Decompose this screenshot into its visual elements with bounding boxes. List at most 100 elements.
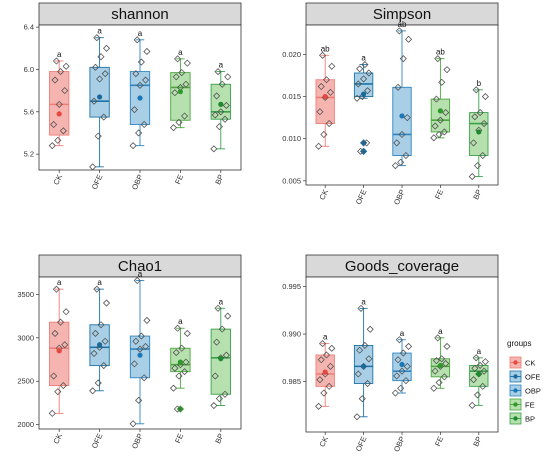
data-point <box>129 420 137 428</box>
data-point <box>90 97 98 105</box>
legend-key-dot <box>513 388 518 393</box>
data-point <box>172 73 180 81</box>
data-point <box>315 402 323 410</box>
x-tick-label: CK <box>317 435 330 448</box>
significance-label: a <box>477 347 482 356</box>
x-tick-label: OBP <box>392 188 407 206</box>
legend-label: OBP <box>525 387 541 396</box>
data-point <box>319 51 327 59</box>
data-point <box>101 70 109 78</box>
significance-label: a <box>219 297 224 306</box>
data-point <box>399 55 407 63</box>
data-point <box>480 119 488 128</box>
data-point <box>443 66 451 74</box>
box-obp: a <box>129 269 151 428</box>
data-point <box>358 395 366 403</box>
data-point <box>394 356 402 364</box>
legend-item-bp: BP <box>509 412 535 425</box>
significance-label: a <box>57 50 62 59</box>
data-point <box>430 134 438 142</box>
legend-label: OFE <box>525 373 540 382</box>
mean-point <box>137 352 143 358</box>
data-point <box>178 344 186 352</box>
data-point <box>468 173 476 181</box>
y-tick-label: 6.4 <box>24 23 34 32</box>
data-point <box>468 401 476 409</box>
box-bp: a <box>210 61 232 153</box>
data-point <box>432 357 441 365</box>
y-tick-label: 6.0 <box>24 65 34 74</box>
data-point <box>398 367 406 375</box>
data-point <box>472 354 480 362</box>
data-point <box>431 367 439 375</box>
data-point <box>130 106 139 114</box>
y-tick-label: 0.010 <box>282 134 301 143</box>
box-obp: a <box>391 329 413 397</box>
data-point <box>97 321 105 329</box>
data-point <box>222 351 230 359</box>
x-tick-label: FE <box>433 188 445 200</box>
data-point <box>91 329 100 338</box>
legend-key-dot <box>513 416 518 421</box>
data-point <box>211 111 219 119</box>
mean-point <box>322 93 328 100</box>
box-fe: a <box>169 48 191 132</box>
data-point <box>54 136 62 144</box>
data-point <box>182 358 190 366</box>
y-tick-label: 3500 <box>17 290 34 299</box>
data-point <box>391 389 399 397</box>
x-tick-label: BP <box>213 432 225 445</box>
data-point <box>136 345 144 353</box>
y-tick-label: 2000 <box>17 420 34 429</box>
data-point <box>57 68 65 76</box>
significance-label: a <box>138 269 143 278</box>
data-point <box>132 337 140 345</box>
data-point <box>325 119 333 128</box>
x-tick-label: OFE <box>354 188 369 206</box>
legend-key-dot <box>513 374 518 379</box>
significance-label: a <box>138 29 143 38</box>
data-point <box>354 80 362 88</box>
data-point <box>476 109 484 117</box>
panel-title: Chao1 <box>118 258 162 275</box>
legend-item-obp: OBP <box>509 384 541 397</box>
box-iqr <box>49 321 70 387</box>
significance-label: a <box>219 61 224 70</box>
significance-label: a <box>323 333 328 342</box>
data-point <box>93 285 101 293</box>
data-point <box>472 86 480 94</box>
x-tick-label: FE <box>173 173 185 185</box>
data-point <box>402 377 410 385</box>
data-point <box>443 342 451 350</box>
data-point <box>322 351 331 359</box>
data-point <box>365 355 373 363</box>
data-point <box>469 139 478 147</box>
x-tick-label: CK <box>317 188 330 201</box>
data-point <box>217 108 225 116</box>
data-point <box>89 387 97 395</box>
data-point <box>175 372 183 380</box>
significance-label: ab <box>398 20 407 29</box>
panel-simpson: Simpson 0.005 0.010 0.015 0.020 ab CK a OFE ab OBP… <box>282 2 499 206</box>
data-point <box>356 346 364 354</box>
data-point <box>96 75 104 83</box>
data-point <box>140 374 148 382</box>
data-point <box>481 93 489 101</box>
data-point <box>182 80 190 88</box>
data-point <box>100 362 108 370</box>
data-point <box>62 308 70 316</box>
significance-label: a <box>361 54 366 63</box>
data-point <box>174 55 182 63</box>
data-point <box>405 35 413 43</box>
panel-shannon: shannon 5.2 5.6 6.0 6.4 a CK a OFE a OBP a FE a BP <box>24 2 242 191</box>
data-point <box>434 334 442 342</box>
data-point <box>322 76 331 84</box>
data-point <box>435 130 443 139</box>
data-point <box>319 339 327 348</box>
mean-point <box>218 101 224 107</box>
data-point <box>52 285 60 293</box>
legend-label: BP <box>525 415 535 424</box>
data-point <box>393 372 401 380</box>
legend-key-dot <box>513 360 518 365</box>
box-iqr <box>430 98 451 133</box>
